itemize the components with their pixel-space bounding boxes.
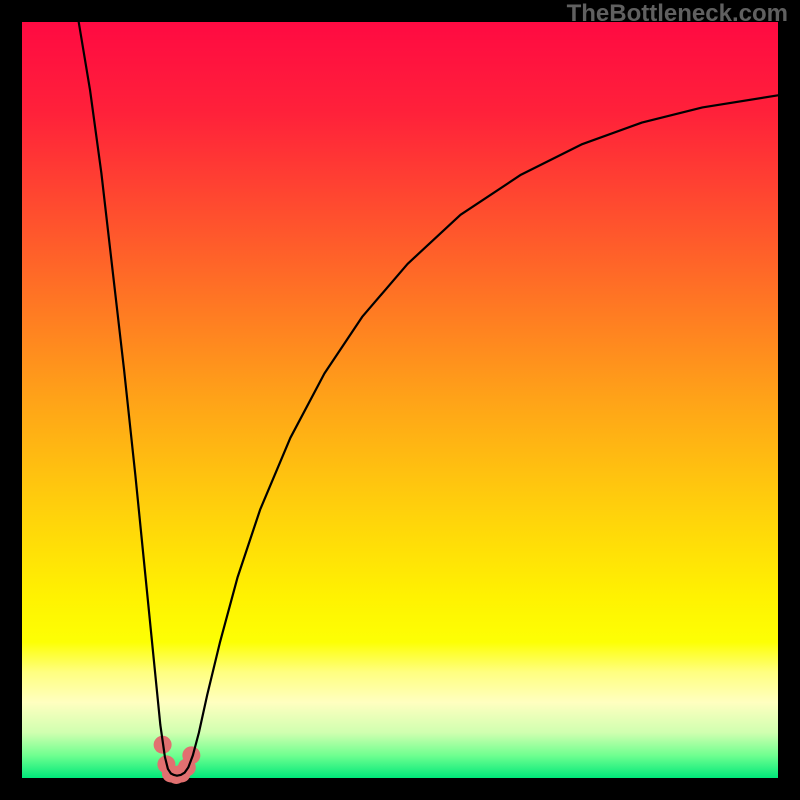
plot-svg (0, 0, 800, 800)
plot-background (22, 22, 778, 778)
bottleneck-chart: TheBottleneck.com (0, 0, 800, 800)
watermark-label: TheBottleneck.com (567, 0, 788, 28)
